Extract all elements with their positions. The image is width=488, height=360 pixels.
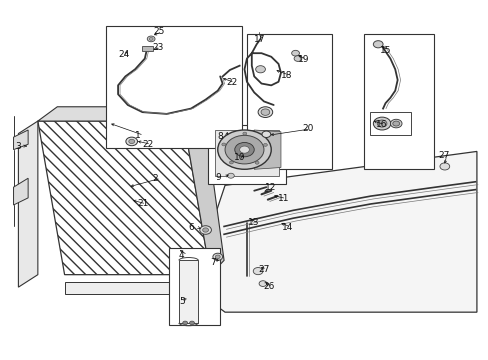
Text: 22: 22 xyxy=(225,78,237,87)
Circle shape xyxy=(222,143,225,146)
Text: 25: 25 xyxy=(153,27,164,36)
Text: 27: 27 xyxy=(258,265,269,274)
Bar xyxy=(106,26,242,148)
Circle shape xyxy=(262,131,270,138)
Polygon shape xyxy=(215,130,278,176)
Bar xyxy=(246,33,331,169)
Bar xyxy=(363,33,433,169)
Text: 18: 18 xyxy=(281,71,292,80)
Circle shape xyxy=(234,143,254,157)
Circle shape xyxy=(125,137,137,146)
Text: 19: 19 xyxy=(297,55,309,64)
Bar xyxy=(207,125,285,184)
Circle shape xyxy=(229,161,233,164)
Text: 5: 5 xyxy=(179,297,184,306)
Circle shape xyxy=(255,161,259,164)
Bar xyxy=(179,260,198,323)
Circle shape xyxy=(243,132,246,135)
Circle shape xyxy=(376,120,386,127)
Circle shape xyxy=(392,121,399,126)
Text: 26: 26 xyxy=(263,282,274,291)
Polygon shape xyxy=(183,107,224,275)
Circle shape xyxy=(293,56,301,62)
Text: 23: 23 xyxy=(152,42,163,51)
Circle shape xyxy=(291,50,299,56)
Circle shape xyxy=(183,321,187,325)
Text: 27: 27 xyxy=(437,151,448,160)
Text: 8: 8 xyxy=(217,131,223,140)
Circle shape xyxy=(149,37,153,40)
Text: 14: 14 xyxy=(282,222,293,231)
Circle shape xyxy=(258,107,272,117)
Text: 11: 11 xyxy=(277,194,288,203)
Text: 15: 15 xyxy=(379,46,390,55)
Polygon shape xyxy=(254,130,281,169)
Circle shape xyxy=(372,117,390,130)
Circle shape xyxy=(372,41,382,48)
Polygon shape xyxy=(14,130,28,150)
Polygon shape xyxy=(19,121,38,287)
Circle shape xyxy=(147,36,155,42)
Circle shape xyxy=(259,281,266,287)
Text: 17: 17 xyxy=(254,36,265,45)
Text: 1: 1 xyxy=(135,131,141,140)
Text: 9: 9 xyxy=(215,173,221,182)
Circle shape xyxy=(239,146,249,153)
Text: 2: 2 xyxy=(152,174,158,183)
Bar xyxy=(142,46,153,51)
Text: 24: 24 xyxy=(118,50,129,59)
Circle shape xyxy=(212,253,222,260)
Circle shape xyxy=(253,267,263,275)
Circle shape xyxy=(217,130,271,169)
Text: 22: 22 xyxy=(142,140,153,149)
Text: 4: 4 xyxy=(179,251,184,260)
Polygon shape xyxy=(191,152,476,312)
Text: 10: 10 xyxy=(233,153,245,162)
Polygon shape xyxy=(14,178,28,205)
Text: 20: 20 xyxy=(301,125,313,134)
Bar xyxy=(169,248,220,325)
Circle shape xyxy=(128,139,134,144)
Circle shape xyxy=(227,173,234,178)
Circle shape xyxy=(200,226,211,234)
Circle shape xyxy=(224,135,264,164)
Circle shape xyxy=(202,228,208,232)
Circle shape xyxy=(389,119,401,128)
Circle shape xyxy=(189,321,194,325)
Circle shape xyxy=(261,109,269,115)
Text: 3: 3 xyxy=(15,141,20,150)
Polygon shape xyxy=(38,121,210,275)
Text: 7: 7 xyxy=(210,258,216,267)
Circle shape xyxy=(439,163,449,170)
Bar xyxy=(369,112,410,135)
Polygon shape xyxy=(64,282,210,294)
Text: 21: 21 xyxy=(137,199,149,208)
Circle shape xyxy=(215,255,220,258)
Text: 12: 12 xyxy=(265,183,276,192)
Text: 16: 16 xyxy=(375,120,386,129)
Polygon shape xyxy=(38,107,203,121)
Text: 6: 6 xyxy=(188,222,194,231)
Circle shape xyxy=(255,66,265,73)
Text: 13: 13 xyxy=(248,219,259,228)
Circle shape xyxy=(263,143,267,146)
